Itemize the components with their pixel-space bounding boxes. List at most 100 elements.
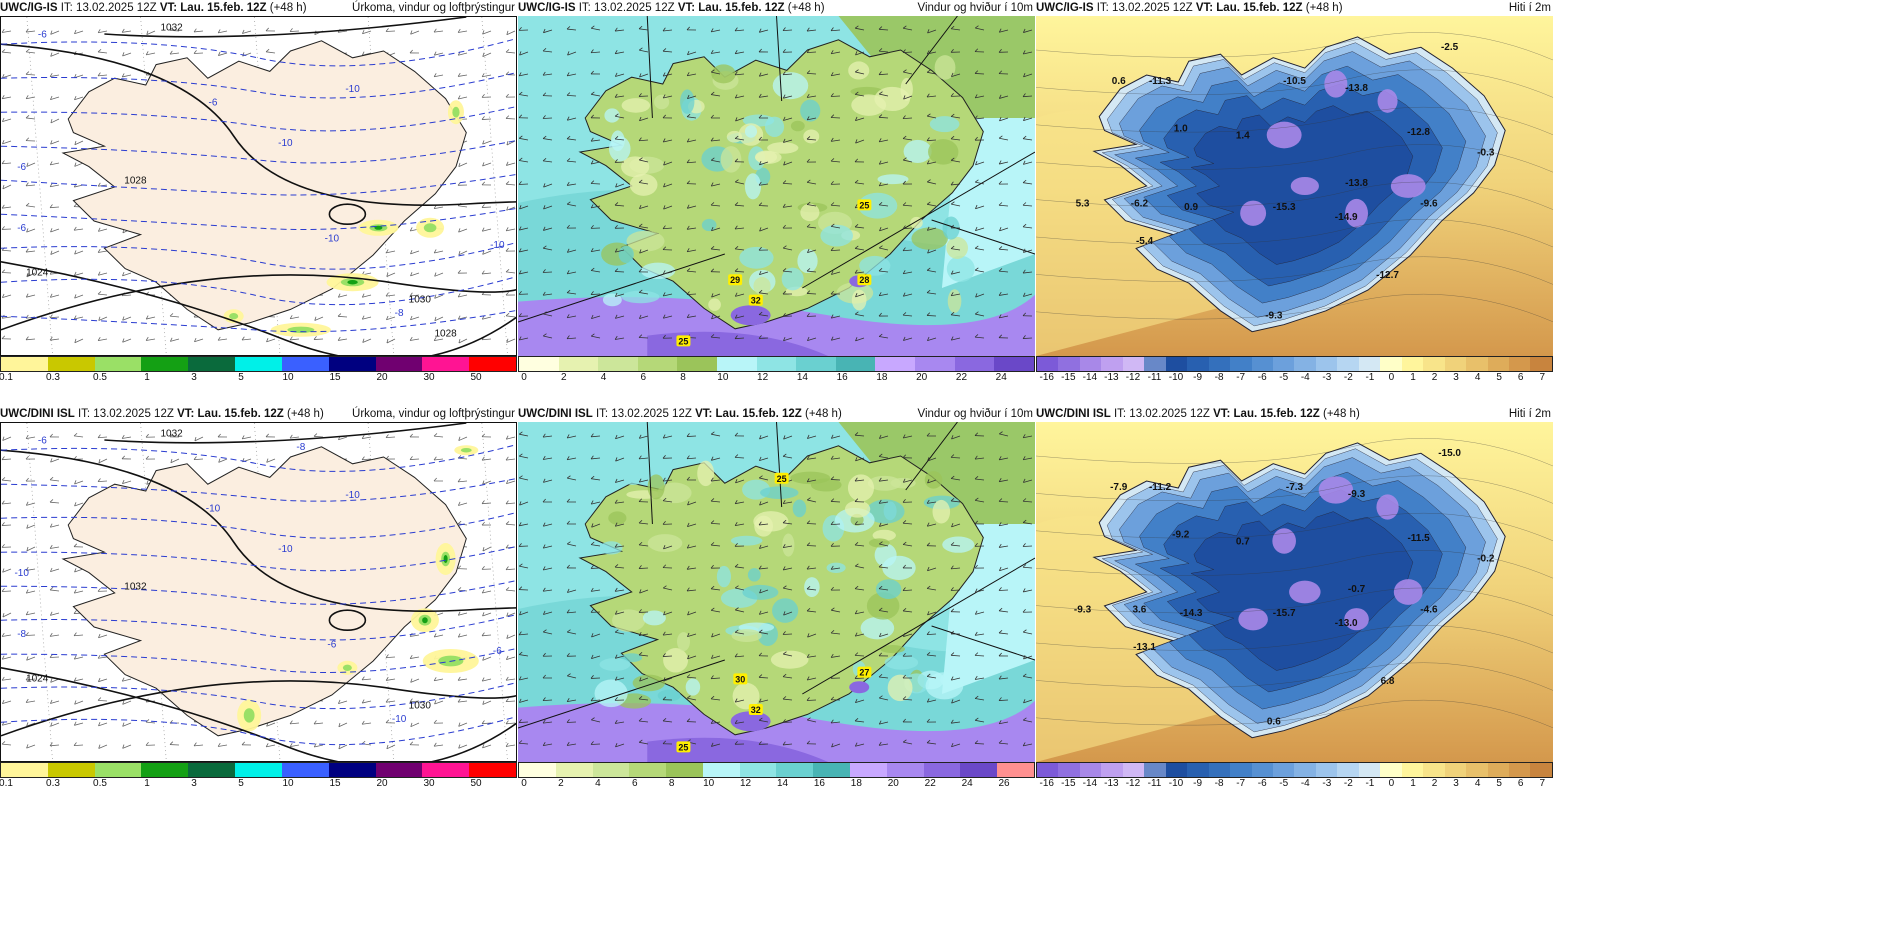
colorbar-tick-label: 10 bbox=[282, 778, 294, 789]
colorbar-ticks: 0 2 4 6 8 10 12 14 16 18 20 22 24 bbox=[518, 372, 1035, 384]
dashed-contour-label: -8 bbox=[296, 442, 305, 453]
colorbar-swatch bbox=[813, 763, 851, 777]
colorbar-tick-label: 5 bbox=[238, 778, 244, 789]
temperature-label: -11.2 bbox=[1149, 482, 1172, 493]
colorbar-swatch bbox=[1401, 357, 1424, 371]
colorbar-swatch bbox=[1, 763, 48, 777]
wind-map[interactable]: 29 32 28 25 25 bbox=[518, 16, 1035, 356]
map-canvas: 1032 1028 1024 1030 1028 -6 -6 -6 -10 -10 -6 -10 -10… bbox=[1, 17, 516, 355]
temp-map[interactable]: -7.9 -11.2 -7.3 -9.3 -15.0 -9.2 0.7 -11.5 -0.2 -0… bbox=[1036, 422, 1553, 762]
colorbar-tick-label: 1 bbox=[144, 372, 150, 383]
precip-map[interactable]: 1032 1032 1024 1030 -6 -10 -8 -10 -6 -10 -6 -10 -10 -… bbox=[0, 422, 517, 762]
colorbar-tick-label: -14 bbox=[1082, 778, 1098, 789]
colorbar-swatch bbox=[1, 357, 48, 371]
temperature-label: 3.6 bbox=[1132, 604, 1146, 615]
panel-title: Hiti í 2m bbox=[1508, 408, 1551, 420]
colorbar-tick-label: 50 bbox=[470, 372, 482, 383]
colorbar-swatch bbox=[94, 763, 142, 777]
colorbar-swatch bbox=[328, 763, 376, 777]
dashed-contour-label: -6 bbox=[327, 639, 336, 650]
colorbar-tick-label: -10 bbox=[1168, 778, 1184, 789]
colorbar-tick-label: -11 bbox=[1147, 372, 1162, 383]
colorbar-swatch bbox=[1358, 763, 1381, 777]
temperature-label: -9.6 bbox=[1420, 198, 1438, 209]
colorbar-tick-label: 16 bbox=[836, 372, 848, 383]
colorbar-tick-label: -9 bbox=[1193, 372, 1203, 383]
colorbar-swatch bbox=[666, 763, 703, 777]
colorbar-swatch bbox=[1294, 357, 1316, 371]
panel-header: UWC/IG-IS IT: 13.02.2025 12Z VT: Lau. 15… bbox=[518, 0, 825, 16]
colorbar-swatch bbox=[1444, 763, 1467, 777]
colorbar-tick-label: 5 bbox=[1496, 372, 1502, 383]
vt-label: VT: bbox=[1195, 2, 1214, 14]
colorbar-tick-label: 0.1 bbox=[0, 372, 13, 383]
temperature-label: -15.0 bbox=[1438, 448, 1461, 459]
colorbar-tick-label: -6 bbox=[1257, 778, 1267, 789]
colorbar-tick-label: 6 bbox=[1517, 778, 1524, 789]
vt-value: Lau. 15.feb. 12Z bbox=[1216, 2, 1303, 14]
colorbar-swatch bbox=[188, 763, 236, 777]
colorbar-swatch bbox=[1208, 357, 1231, 371]
gust-label: 25 bbox=[777, 474, 787, 484]
colorbar-tick-label: 0.5 bbox=[93, 372, 107, 383]
model-name: UWC/DINI ISL bbox=[518, 408, 593, 420]
dashed-contours bbox=[1, 444, 516, 746]
temperature-label: -9.3 bbox=[1348, 489, 1366, 500]
map-canvas: 0.6 -11.3 -10.5 -13.8 -2.5 1.0 1.4 -12.8 -0.3 -13… bbox=[1036, 16, 1553, 356]
colorbar-tick-label: 26 bbox=[998, 778, 1010, 789]
wind-map[interactable]: 25 30 32 27 25 bbox=[518, 422, 1035, 762]
temperature-label: -13.8 bbox=[1345, 178, 1368, 189]
colorbar-tick-label: -13 bbox=[1104, 778, 1119, 789]
vt-label: VT: bbox=[1213, 408, 1231, 420]
wind-panel: UWC/DINI ISL IT: 13.02.2025 12Z VT: Lau.… bbox=[518, 406, 1035, 791]
temperature-label: 5.3 bbox=[1076, 198, 1090, 209]
colorbar-swatch bbox=[375, 357, 423, 371]
precip-panel: UWC/DINI ISL IT: 13.02.2025 12Z VT: Lau.… bbox=[0, 406, 517, 791]
dashed-contour-label: -6 bbox=[209, 97, 218, 108]
dashed-contour-label: -10 bbox=[345, 84, 360, 95]
dashed-contour-label: -8 bbox=[17, 629, 26, 640]
temperature-label: -9.2 bbox=[1172, 530, 1190, 541]
model-name: UWC/DINI ISL bbox=[0, 408, 75, 420]
temperature-label: -4.6 bbox=[1420, 604, 1438, 615]
colorbar-swatch bbox=[796, 357, 836, 371]
temperature-label: 0.6 bbox=[1267, 717, 1281, 728]
colorbar-swatch bbox=[1058, 763, 1080, 777]
colorbar-swatch bbox=[328, 357, 376, 371]
colorbar-tick-label: -7 bbox=[1236, 372, 1246, 383]
colorbar-swatch bbox=[1037, 763, 1059, 777]
temperature-label: -13.0 bbox=[1335, 618, 1358, 629]
colorbar-swatch bbox=[1144, 357, 1166, 371]
dashed-contours bbox=[1, 38, 516, 333]
colorbar-tick-label: -9 bbox=[1193, 778, 1203, 789]
colorbar-tick-label: -5 bbox=[1279, 778, 1289, 789]
temperature-label: 0.6 bbox=[1112, 76, 1126, 87]
colorbar-tick-label: 0 bbox=[521, 778, 527, 789]
colorbar-swatch bbox=[1294, 763, 1316, 777]
dashed-contour-label: -10 bbox=[278, 544, 293, 555]
colorbar-swatch bbox=[141, 763, 189, 777]
colorbar-tick-label: -16 bbox=[1039, 778, 1054, 789]
colorbar-swatch bbox=[469, 763, 516, 777]
colorbar-tick-label: 14 bbox=[796, 372, 808, 383]
panel-title: Vindur og hviður í 10m bbox=[917, 2, 1034, 14]
colorbar-swatch bbox=[915, 357, 955, 371]
precip-map[interactable]: 1032 1028 1024 1030 1028 -6 -6 -6 -10 -10 -6 -10 -10… bbox=[0, 16, 517, 356]
dashed-contour-label: -10 bbox=[14, 568, 29, 579]
colorbar-tick-label: 24 bbox=[961, 778, 973, 789]
colorbar-tick-label: 5 bbox=[238, 372, 244, 383]
colorbar-tick-label: 16 bbox=[813, 778, 825, 789]
colorbar-swatch bbox=[960, 763, 998, 777]
colorbar-tick-label: 22 bbox=[924, 778, 936, 789]
gust-label: 29 bbox=[730, 275, 740, 285]
colorbar-tick-label: 3 bbox=[1453, 778, 1459, 789]
colorbar-tick-label: 5 bbox=[1496, 778, 1502, 789]
isobar-label: 1032 bbox=[160, 429, 183, 440]
colorbar-swatch bbox=[1423, 357, 1445, 371]
temp-map[interactable]: 0.6 -11.3 -10.5 -13.8 -2.5 1.0 1.4 -12.8 -0.3 -13… bbox=[1036, 16, 1553, 356]
iceland-land bbox=[61, 40, 467, 331]
colorbar-swatch bbox=[47, 763, 95, 777]
temp-colorbar bbox=[1036, 762, 1553, 778]
wind-barbs bbox=[518, 431, 1033, 748]
colorbar-swatch bbox=[422, 357, 470, 371]
